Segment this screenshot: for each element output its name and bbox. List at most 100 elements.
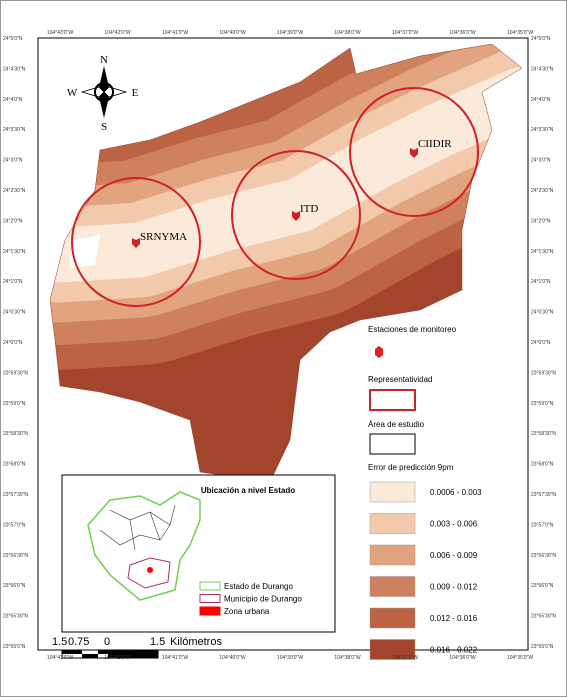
- legend-swatch: [369, 481, 416, 503]
- legend-swatch: [369, 544, 416, 566]
- scale-label: 1.5: [150, 636, 165, 648]
- lat-label: 23°59'30"N: [3, 370, 28, 376]
- lat-label: 24°3'0"N: [3, 158, 23, 164]
- lat-label: 23°57'30"N: [3, 492, 28, 498]
- lat-label: 23°58'30"N: [3, 431, 28, 437]
- lat-label: 23°59'0"N: [531, 401, 554, 407]
- lat-label: 24°5'0"N: [531, 36, 551, 42]
- scale-segment: [62, 650, 82, 654]
- representativity-circle: [71, 177, 201, 307]
- lon-label: 104°43'0"W: [47, 655, 73, 661]
- lon-label: 104°37'0"W: [392, 30, 418, 36]
- band: [50, 67, 522, 283]
- lon-label: 104°38'0"W: [334, 655, 360, 661]
- lat-label: 23°59'30"N: [531, 370, 556, 376]
- lat-label: 24°1'0"N: [531, 279, 551, 285]
- legend-label: 0.009 - 0.012: [430, 583, 478, 592]
- lat-label: 23°56'30"N: [531, 553, 556, 559]
- scale-segment: [82, 654, 98, 658]
- lat-label: 23°55'0"N: [3, 644, 26, 650]
- compass-n: N: [100, 54, 108, 66]
- lon-label: 104°41'0"W: [162, 30, 188, 36]
- legend-swatch: [369, 639, 416, 660]
- lon-label: 104°35'0"W: [507, 655, 533, 661]
- legend-label: 0.016 - 0.022: [430, 646, 478, 655]
- compass-e: E: [132, 87, 139, 99]
- lat-label: 24°1'30"N: [531, 249, 554, 255]
- lon-label: 104°42'0"W: [104, 30, 130, 36]
- legend-swatch: [369, 607, 416, 629]
- lat-label: 23°56'30"N: [3, 553, 28, 559]
- legend-title: Error de predicción 9pm: [368, 463, 454, 472]
- lon-label: 104°35'0"W: [507, 30, 533, 36]
- station-label: SRNYMA: [140, 231, 187, 243]
- lon-label: 104°36'0"W: [449, 655, 475, 661]
- scale-segment: [108, 650, 158, 654]
- station-marker: [292, 211, 300, 221]
- lat-label: 24°1'0"N: [3, 279, 23, 285]
- inset-swatch: [199, 606, 221, 616]
- lon-label: 104°40'0"W: [219, 655, 245, 661]
- scale-label: 0: [104, 636, 110, 648]
- lat-label: 23°56'0"N: [531, 583, 554, 589]
- station-marker: [132, 238, 140, 248]
- lat-label: 23°59'0"N: [3, 401, 26, 407]
- lat-label: 23°57'0"N: [531, 522, 554, 528]
- legend: Estaciones de monitoreo Representativida…: [368, 325, 482, 660]
- municipality-outline: [127, 557, 171, 589]
- representativity-symbol: [369, 389, 416, 411]
- lat-label: 24°0'30"N: [531, 310, 554, 316]
- representativity-circle: [231, 150, 361, 280]
- lat-label: 24°0'0"N: [531, 340, 551, 346]
- legend-label: 0.012 - 0.016: [430, 614, 478, 623]
- lat-label: 23°56'0"N: [3, 583, 26, 589]
- station-label: ITD: [300, 203, 318, 215]
- lat-label: 24°4'0"N: [3, 97, 23, 103]
- inset-swatch: [199, 594, 221, 603]
- lat-label: 23°55'0"N: [531, 644, 554, 650]
- inset: Ubicación a nivel Estado Estado de Duran…: [61, 474, 336, 633]
- lon-label: 104°42'0"W: [104, 655, 130, 661]
- lat-label: 23°57'30"N: [531, 492, 556, 498]
- lon-label: 104°38'0"W: [334, 30, 360, 36]
- station-symbol: [375, 346, 383, 358]
- legend-label: 0.003 - 0.006: [430, 520, 478, 529]
- inset-label: Zona urbana: [224, 607, 270, 616]
- excluded-area: [70, 235, 100, 268]
- lat-label: 23°55'30"N: [531, 614, 556, 620]
- lat-label: 24°4'30"N: [531, 66, 554, 72]
- legend-label: 0.006 - 0.009: [430, 551, 478, 560]
- lat-label: 24°2'0"N: [3, 218, 23, 224]
- state-outline: [87, 491, 201, 601]
- lat-label: 24°2'30"N: [3, 188, 26, 194]
- compass-w: W: [67, 87, 78, 99]
- legend-label: 0.0006 - 0.003: [430, 488, 482, 497]
- lon-label: 104°43'0"W: [47, 30, 73, 36]
- lat-label: 24°3'0"N: [531, 158, 551, 164]
- inset-swatch: [199, 581, 221, 591]
- lat-label: 24°2'30"N: [531, 188, 554, 194]
- station-marker: [410, 148, 418, 158]
- lat-label: 24°0'30"N: [3, 310, 26, 316]
- lat-label: 23°57'0"N: [3, 522, 26, 528]
- urban-zone: [147, 567, 153, 573]
- lat-label: 23°55'30"N: [3, 614, 28, 620]
- scale-bar: 1.5 0.75 0 1.5 Kilómetros: [52, 636, 222, 659]
- lon-label: 104°37'0"W: [392, 655, 418, 661]
- legend-swatch: [369, 513, 416, 534]
- compass: N S E W: [67, 54, 139, 133]
- lat-label: 24°0'0"N: [3, 340, 23, 346]
- scale-segment: [108, 654, 158, 658]
- lon-label: 104°39'0"W: [277, 30, 303, 36]
- lat-label: 24°1'30"N: [3, 249, 26, 255]
- lat-label: 24°3'30"N: [531, 127, 554, 133]
- study-area-symbol: [369, 433, 416, 455]
- lat-label: 24°5'0"N: [3, 36, 23, 42]
- lat-label: 24°3'30"N: [3, 127, 26, 133]
- lat-label: 24°4'30"N: [3, 66, 26, 72]
- legend-title: Área de estudio: [368, 420, 425, 429]
- stations: SRNYMA ITD CIIDIR: [71, 87, 479, 307]
- scale-unit: Kilómetros: [170, 636, 222, 648]
- lat-label: 23°58'0"N: [531, 462, 554, 468]
